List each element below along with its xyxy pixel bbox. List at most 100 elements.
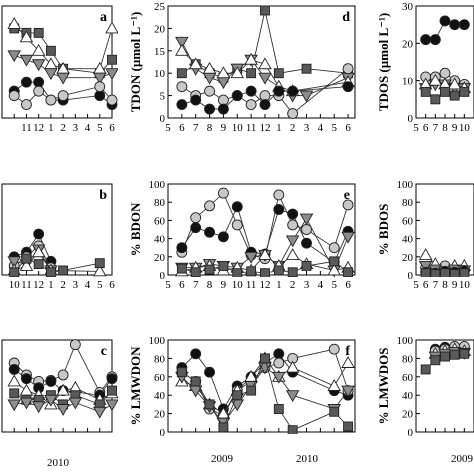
data-point-tri-up xyxy=(258,57,272,70)
data-point-circle xyxy=(287,85,299,97)
data-point-tri-down xyxy=(418,260,433,273)
data-point-square xyxy=(232,268,243,277)
x-tick-label: 4 xyxy=(85,122,91,134)
x-tick-label: 3 xyxy=(73,279,79,291)
data-point-circle xyxy=(176,99,188,111)
x-tick-label: 9 xyxy=(221,279,227,291)
y-tick-label: 15 xyxy=(154,46,166,58)
data-point-square xyxy=(176,263,187,274)
data-point-circle xyxy=(106,94,118,106)
y-tick-label: 100 xyxy=(397,335,414,347)
data-point-tri-up xyxy=(56,383,70,396)
data-point-square xyxy=(459,348,470,359)
data-point-tri-up xyxy=(428,73,443,86)
x-tick-label: 9 xyxy=(452,122,458,134)
data-point-tri-down xyxy=(7,50,21,63)
data-point-square xyxy=(9,388,20,399)
data-point-circle xyxy=(190,212,202,224)
data-point-square xyxy=(440,351,450,362)
data-point-circle xyxy=(57,369,69,381)
data-point-tri-down xyxy=(56,404,70,416)
data-point-tri-down xyxy=(299,90,314,103)
y-tick-label: 60 xyxy=(154,215,166,227)
data-point-circle xyxy=(287,208,299,220)
x-tick-label: 12 xyxy=(259,122,270,134)
data-point-square xyxy=(459,268,470,277)
y-tick-label: 20 xyxy=(154,252,166,264)
data-point-square xyxy=(45,45,56,56)
data-point-circle xyxy=(328,343,340,355)
y-axis-title: % BDOS xyxy=(376,204,391,256)
data-point-tri-up xyxy=(7,17,21,29)
data-point-circle xyxy=(20,99,32,111)
data-point-square xyxy=(204,264,215,275)
data-point-tri-up xyxy=(202,61,217,74)
y-tick-label: 20 xyxy=(154,23,166,35)
x-tick-label: 12 xyxy=(33,279,44,291)
y-tick-label: 40 xyxy=(402,234,414,246)
data-point-circle xyxy=(217,94,229,106)
data-point-square xyxy=(94,258,105,269)
x-tick-label: 7 xyxy=(433,122,439,134)
y-tick-label: 40 xyxy=(402,390,414,402)
data-point-circle xyxy=(273,204,285,215)
data-point-square xyxy=(204,399,215,410)
data-point-circle xyxy=(342,81,354,93)
data-point-circle xyxy=(20,373,32,385)
data-point-tri-down xyxy=(285,390,300,403)
x-tick-label: 7 xyxy=(433,279,439,291)
data-point-circle xyxy=(439,67,451,79)
y-axis-title: TDON (µmol L⁻¹) xyxy=(128,12,143,113)
x-tick-label: 8 xyxy=(207,122,213,134)
data-point-tri-down xyxy=(44,68,58,81)
x-tick-label: 6 xyxy=(179,279,185,291)
data-point-circle xyxy=(245,99,257,111)
y-axis-title: % LMWDOS xyxy=(376,348,391,425)
x-tick-label: 5 xyxy=(165,122,171,134)
data-point-square xyxy=(232,390,243,401)
series-line xyxy=(181,50,349,92)
data-point-circle xyxy=(217,187,229,199)
y-tick-label: 0 xyxy=(160,270,166,282)
plot-frame xyxy=(167,339,356,433)
data-point-square xyxy=(420,86,431,97)
data-point-tri-down xyxy=(105,399,118,412)
panel-letter: a xyxy=(100,10,107,25)
data-point-tri-up xyxy=(31,245,46,258)
data-point-square xyxy=(58,265,69,276)
x-tick-label: 6 xyxy=(423,122,429,134)
data-point-square xyxy=(329,406,340,417)
panel-c: c xyxy=(1,339,118,433)
x-tick-label: 12 xyxy=(33,122,44,134)
data-point-tri-down xyxy=(19,397,34,410)
data-point-tri-up xyxy=(418,248,433,260)
data-layer xyxy=(7,339,118,419)
data-point-circle xyxy=(259,90,271,102)
data-point-square xyxy=(218,260,229,271)
x-tick-label: 6 xyxy=(179,122,185,134)
panel-letter: e xyxy=(344,188,350,203)
y-tick-label: 0 xyxy=(160,427,166,439)
data-layer xyxy=(418,15,472,105)
data-point-square xyxy=(273,265,284,276)
data-point-circle xyxy=(176,81,188,93)
y-tick-label: 0 xyxy=(408,427,414,439)
x-tick-label: 4 xyxy=(85,279,91,291)
data-point-square xyxy=(260,353,270,364)
x-tick-label: 4 xyxy=(318,122,324,134)
data-point-square xyxy=(329,256,340,267)
series-line xyxy=(14,233,52,262)
data-point-tri-down xyxy=(175,36,189,49)
y-tick-label: 10 xyxy=(154,68,166,80)
data-point-circle xyxy=(204,103,216,115)
x-tick-label: 5 xyxy=(165,279,171,291)
data-point-circle xyxy=(328,242,340,254)
y-tick-label: 40 xyxy=(154,390,166,402)
data-layer xyxy=(418,248,472,277)
data-point-square xyxy=(287,425,298,434)
data-point-circle xyxy=(94,81,106,93)
x-tick-label: 2 xyxy=(290,279,296,291)
data-point-circle xyxy=(190,222,202,234)
x-tick-label: 5 xyxy=(413,279,419,291)
